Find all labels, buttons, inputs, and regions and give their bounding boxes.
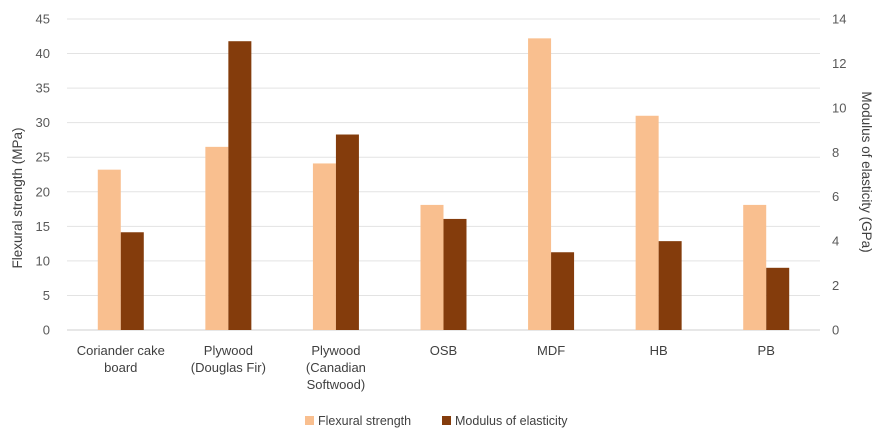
category-label: board [104, 360, 137, 375]
right-tick-label: 12 [832, 56, 846, 71]
left-tick-label: 0 [43, 323, 50, 338]
category-label: PB [758, 343, 775, 358]
right-tick-label: 8 [832, 145, 839, 160]
right-tick-label: 2 [832, 278, 839, 293]
modulus-of-elasticity-bar [335, 134, 359, 330]
left-tick-label: 35 [36, 81, 50, 96]
category-label: (Canadian [306, 360, 366, 375]
legend-label: Flexural strength [318, 414, 411, 428]
category-label: Plywood [311, 343, 360, 358]
modulus-of-elasticity-bar [766, 267, 790, 330]
modulus-of-elasticity-bar [228, 41, 252, 330]
category-label: OSB [430, 343, 457, 358]
left-tick-label: 30 [36, 115, 50, 130]
left-tick-label: 20 [36, 184, 50, 199]
category-label: (Douglas Fir) [191, 360, 266, 375]
bars [97, 38, 790, 331]
right-tick-label: 4 [832, 234, 839, 249]
right-tick-label: 6 [832, 189, 839, 204]
left-axis-title: Flexural strength (MPa) [10, 127, 25, 268]
left-tick-label: 45 [36, 12, 50, 27]
flexural-strength-bar [528, 38, 552, 331]
right-tick-label: 10 [832, 100, 846, 115]
modulus-of-elasticity-bar [443, 218, 467, 330]
legend-label: Modulus of elasticity [455, 414, 568, 428]
right-tick-label: 0 [832, 323, 839, 338]
category-label: HB [650, 343, 668, 358]
category-label: Coriander cake [77, 343, 165, 358]
left-tick-label: 10 [36, 253, 50, 268]
flexural-strength-bar [205, 146, 229, 330]
left-tick-label: 25 [36, 150, 50, 165]
legend-swatch [305, 416, 314, 425]
flexural-strength-bar [312, 163, 336, 330]
legend: Flexural strength Modulus of elasticity [305, 414, 568, 428]
category-label: MDF [537, 343, 565, 358]
modulus-of-elasticity-bar [120, 232, 144, 330]
left-tick-label: 15 [36, 219, 50, 234]
modulus-of-elasticity-bar [658, 241, 682, 330]
category-label: Plywood [204, 343, 253, 358]
flexural-strength-bar [420, 204, 444, 330]
flexural-strength-bar [97, 169, 121, 330]
flexural-strength-bar [635, 115, 659, 330]
left-tick-label: 5 [43, 288, 50, 303]
right-axis-title: Modulus of elasticity (GPa) [859, 91, 872, 252]
category-labels: Coriander cake board Plywood (Douglas Fir) P… [77, 343, 775, 392]
left-axis-ticks: 0 5 10 15 20 25 30 35 40 45 [36, 12, 50, 338]
left-tick-label: 40 [36, 46, 50, 61]
modulus-of-elasticity-bar [551, 252, 575, 330]
flexural-strength-bar [743, 204, 767, 330]
gridlines [67, 18, 820, 331]
right-axis-ticks: 0 2 4 6 8 10 12 14 [832, 12, 846, 338]
category-label: Softwood) [307, 377, 366, 392]
legend-swatch [442, 416, 451, 425]
right-tick-label: 14 [832, 12, 846, 27]
